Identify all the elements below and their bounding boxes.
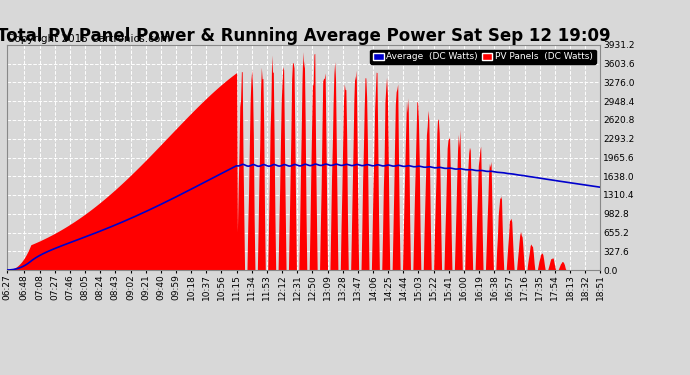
Legend: Average  (DC Watts), PV Panels  (DC Watts): Average (DC Watts), PV Panels (DC Watts) bbox=[370, 50, 595, 64]
Title: Total PV Panel Power & Running Average Power Sat Sep 12 19:09: Total PV Panel Power & Running Average P… bbox=[0, 27, 611, 45]
Text: Copyright 2015 Cartronics.com: Copyright 2015 Cartronics.com bbox=[7, 34, 170, 44]
